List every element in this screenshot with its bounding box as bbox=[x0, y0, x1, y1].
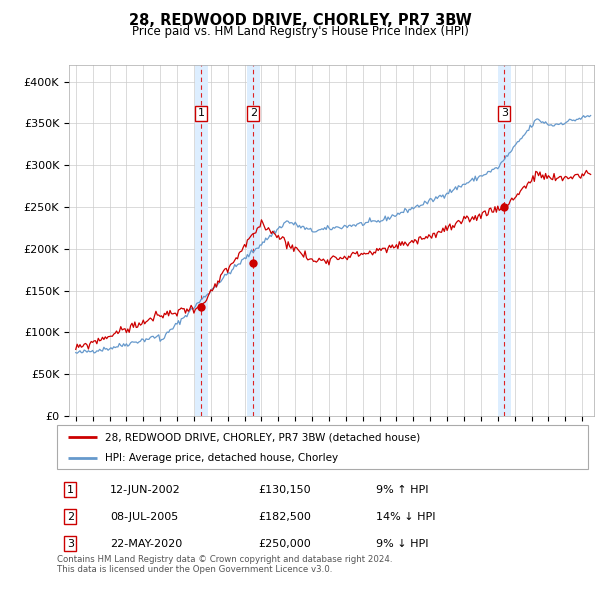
Text: 3: 3 bbox=[501, 109, 508, 119]
Text: 2: 2 bbox=[67, 512, 74, 522]
Text: 9% ↓ HPI: 9% ↓ HPI bbox=[376, 539, 428, 549]
Text: 12-JUN-2002: 12-JUN-2002 bbox=[110, 484, 181, 494]
Text: £182,500: £182,500 bbox=[259, 512, 311, 522]
Text: 28, REDWOOD DRIVE, CHORLEY, PR7 3BW (detached house): 28, REDWOOD DRIVE, CHORLEY, PR7 3BW (det… bbox=[105, 432, 420, 442]
Text: 14% ↓ HPI: 14% ↓ HPI bbox=[376, 512, 435, 522]
Text: £250,000: £250,000 bbox=[259, 539, 311, 549]
Bar bbox=[247, 65, 260, 416]
Text: 9% ↑ HPI: 9% ↑ HPI bbox=[376, 484, 428, 494]
Text: 3: 3 bbox=[67, 539, 74, 549]
Text: £130,150: £130,150 bbox=[259, 484, 311, 494]
Text: HPI: Average price, detached house, Chorley: HPI: Average price, detached house, Chor… bbox=[105, 453, 338, 463]
FancyBboxPatch shape bbox=[57, 425, 588, 469]
Text: 08-JUL-2005: 08-JUL-2005 bbox=[110, 512, 178, 522]
Bar bbox=[195, 65, 208, 416]
Text: 1: 1 bbox=[198, 109, 205, 119]
Text: 1: 1 bbox=[67, 484, 74, 494]
Bar bbox=[498, 65, 511, 416]
Text: 28, REDWOOD DRIVE, CHORLEY, PR7 3BW: 28, REDWOOD DRIVE, CHORLEY, PR7 3BW bbox=[128, 13, 472, 28]
Text: 2: 2 bbox=[250, 109, 257, 119]
Text: Price paid vs. HM Land Registry's House Price Index (HPI): Price paid vs. HM Land Registry's House … bbox=[131, 25, 469, 38]
Text: Contains HM Land Registry data © Crown copyright and database right 2024.
This d: Contains HM Land Registry data © Crown c… bbox=[57, 555, 392, 574]
Text: 22-MAY-2020: 22-MAY-2020 bbox=[110, 539, 182, 549]
